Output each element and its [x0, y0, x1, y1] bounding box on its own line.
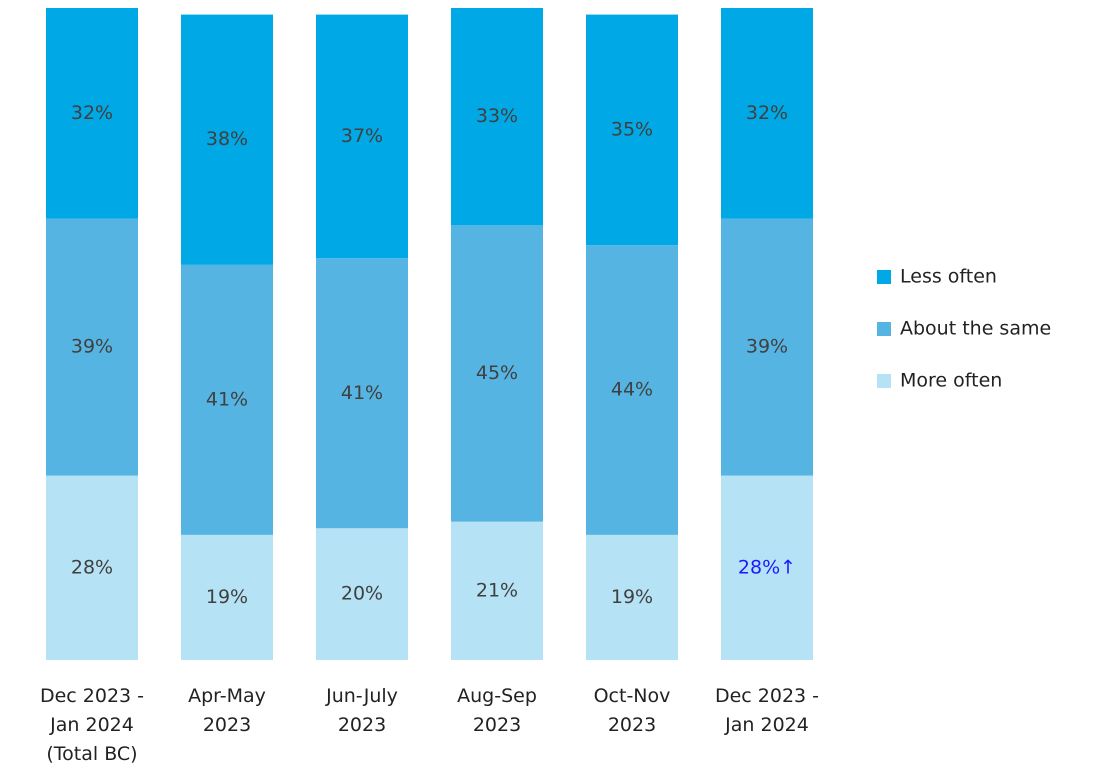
data-label: 39%	[746, 336, 788, 358]
x-tick-label: Apr-May 2023	[188, 685, 266, 736]
bar-segment	[181, 264, 273, 535]
legend-swatch	[877, 322, 891, 336]
bar-segment	[721, 8, 813, 219]
data-label: 28%	[71, 556, 113, 578]
data-label: 21%	[476, 579, 518, 601]
data-label: 32%	[746, 102, 788, 124]
bar-segment	[721, 475, 813, 660]
bar-segment	[586, 245, 678, 535]
bar-segment	[586, 534, 678, 660]
bar-segment	[316, 14, 408, 259]
data-label: 38%	[206, 128, 248, 150]
data-label: 19%	[206, 586, 248, 608]
legend-label: Less often	[900, 266, 997, 288]
bar-segment	[721, 218, 813, 476]
bar-segment	[586, 14, 678, 246]
bar-segment	[451, 225, 543, 522]
x-tick-label: Dec 2023 - Jan 2024 (Total BC)	[39, 685, 145, 765]
legend-swatch	[877, 270, 891, 284]
x-tick-label: Aug-Sep 2023	[457, 685, 537, 736]
bar-segment	[181, 534, 273, 660]
legend-label: More often	[900, 370, 1002, 392]
data-label: 20%	[341, 583, 383, 605]
x-tick-label: Oct-Nov 2023	[593, 685, 671, 736]
data-label: 41%	[206, 388, 248, 410]
data-label: 32%	[71, 102, 113, 124]
x-tick-label: Dec 2023 - Jan 2024	[714, 685, 820, 736]
data-label: 37%	[341, 125, 383, 147]
bar-segment	[46, 8, 138, 219]
data-label: 41%	[341, 382, 383, 404]
x-tick-label: Jun-July 2023	[326, 685, 398, 736]
data-label: 44%	[611, 378, 653, 400]
data-label: 45%	[476, 362, 518, 384]
bar-segment	[181, 14, 273, 265]
bar-segment	[46, 218, 138, 476]
bar-segment	[46, 475, 138, 660]
data-label: 33%	[476, 105, 518, 127]
data-label: 19%	[611, 586, 653, 608]
data-label: 28%↑	[738, 556, 796, 578]
bar-segment	[451, 521, 543, 660]
data-label: 35%	[611, 118, 653, 140]
legend-label: About the same	[900, 318, 1051, 340]
data-label: 39%	[71, 336, 113, 358]
bar-segment	[316, 258, 408, 529]
legend-swatch	[877, 374, 891, 388]
bar-segment	[451, 8, 543, 226]
bar-segment	[316, 528, 408, 660]
